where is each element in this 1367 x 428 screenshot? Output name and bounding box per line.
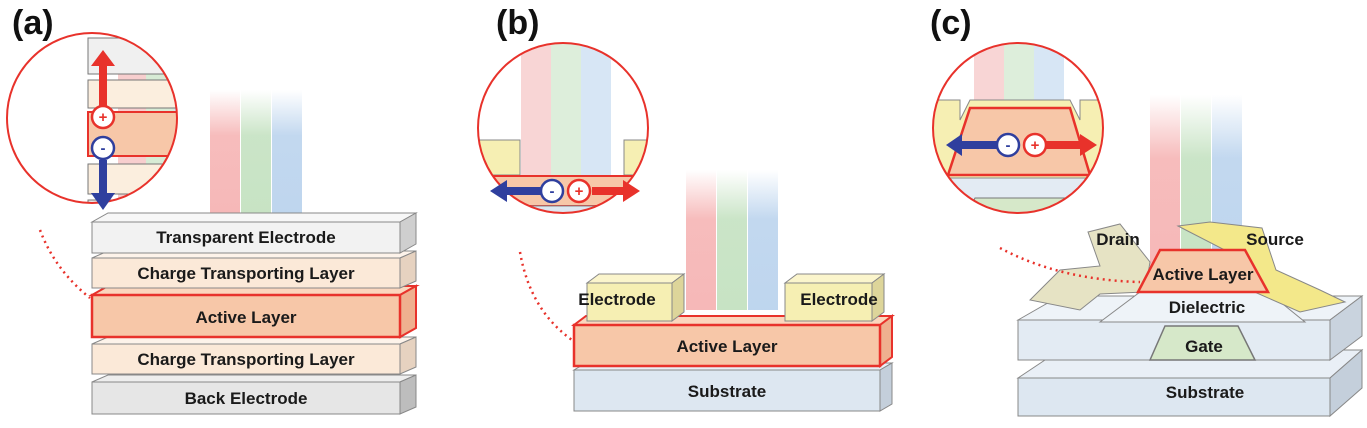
dielectric-label-c: Dielectric xyxy=(1169,298,1246,317)
layer-label-active: Active Layer xyxy=(195,308,296,327)
panel-a: Back Electrode Charge Transporting Layer… xyxy=(6,32,420,415)
layer-ctl-bottom: Charge Transporting Layer xyxy=(91,336,417,375)
zoom-circle-a: + - xyxy=(6,32,178,210)
panel-label-a: (a) xyxy=(12,4,54,42)
electron-charge-c xyxy=(995,132,1021,158)
hole-charge-c xyxy=(1022,132,1048,158)
electron-charge-a xyxy=(90,135,116,161)
layer-label-back-electrode: Back Electrode xyxy=(185,389,308,408)
hole-sign-a: + xyxy=(99,109,108,126)
electron-charge-b xyxy=(539,178,565,204)
electron-sign-a: - xyxy=(101,140,106,157)
zoom-leader-c xyxy=(999,246,1141,284)
substrate-label-c: Substrate xyxy=(1166,383,1244,402)
electron-sign-b: - xyxy=(550,183,555,200)
source-label-c: Source xyxy=(1246,230,1304,249)
light-beam-green xyxy=(1181,95,1211,275)
substrate-label-b: Substrate xyxy=(688,382,766,401)
electron-arrowhead-b xyxy=(490,180,507,202)
hole-arrowhead-b xyxy=(623,180,640,202)
light-beam-blue xyxy=(748,170,778,310)
hole-charge-a xyxy=(90,104,116,130)
panel-b: Substrate Active Layer Electrode Electro… xyxy=(477,42,895,412)
electrode-left-label-b: Electrode xyxy=(578,290,655,309)
layer-back-electrode: Back Electrode xyxy=(91,374,417,415)
electron-sign-c: - xyxy=(1006,137,1011,154)
drain-label-c: Drain xyxy=(1096,230,1139,249)
hole-arrowhead-c xyxy=(1080,134,1097,156)
gate-label-c: Gate xyxy=(1185,337,1223,356)
layer-label-transparent-electrode: Transparent Electrode xyxy=(156,228,336,247)
light-beam-red xyxy=(1150,95,1180,275)
active-layer-c: Active Layer xyxy=(1135,248,1271,294)
light-beam-red xyxy=(210,90,240,220)
zoom-leader-a xyxy=(38,229,91,299)
active-label-c: Active Layer xyxy=(1152,265,1253,284)
electrode-left-b xyxy=(585,273,686,322)
light-beam-blue xyxy=(272,90,302,220)
layer-label-ctl-bottom: Charge Transporting Layer xyxy=(137,350,355,369)
panel-c: Substrate Gate Dielectric Active Layer D… xyxy=(932,42,1364,418)
drain-electrode-c xyxy=(1028,223,1151,311)
zoom-leader-b xyxy=(518,251,573,342)
electron-arrowhead-c xyxy=(946,134,962,156)
hole-charge-b xyxy=(566,178,592,204)
electrode-right-b xyxy=(783,273,886,322)
layer-active-b: Active Layer xyxy=(571,314,895,368)
layer-label-ctl-top: Charge Transporting Layer xyxy=(137,264,355,283)
layer-transparent-electrode: Transparent Electrode xyxy=(90,212,418,254)
zoom-circle-b: - + xyxy=(477,42,649,214)
light-beam-green xyxy=(717,170,747,310)
layer-active: Active Layer xyxy=(88,284,420,339)
hole-sign-b: + xyxy=(575,183,584,200)
electrode-right-label-b: Electrode xyxy=(800,290,877,309)
panel-label-c: (c) xyxy=(930,4,972,42)
electron-arrowhead xyxy=(91,193,115,210)
light-beam-red xyxy=(686,170,716,310)
panel-label-b: (b) xyxy=(496,4,539,42)
active-label-b: Active Layer xyxy=(676,337,777,356)
hole-arrowhead xyxy=(91,50,115,66)
hole-sign-c: + xyxy=(1031,137,1040,154)
zoom-circle-c: - + xyxy=(932,42,1104,214)
layer-substrate-b: Substrate xyxy=(572,362,894,412)
light-beam-green xyxy=(241,90,271,220)
gate-c: Gate xyxy=(1148,325,1257,361)
layer-ctl-top: Charge Transporting Layer xyxy=(91,250,417,289)
